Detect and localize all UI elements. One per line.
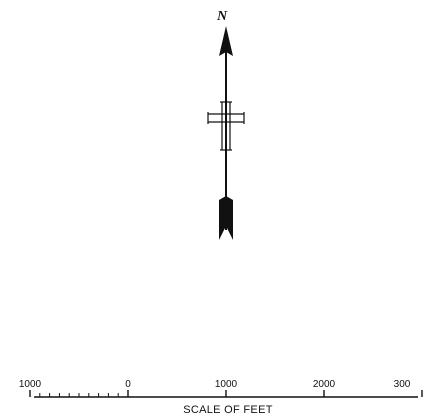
north-arrow-tail: [219, 196, 233, 240]
scale-tick-label: 300: [394, 379, 411, 390]
scale-tick-label: 1000: [19, 379, 42, 390]
north-arrow-cross: [207, 101, 245, 151]
scale-tick-label: 2000: [313, 379, 336, 390]
scale-bar: 1000 0 1000 2000 300 SCALE OF FEET: [19, 379, 423, 416]
scale-minor-ticks: [39, 393, 119, 397]
scale-caption: SCALE OF FEET: [183, 404, 272, 416]
scale-major-ticks: [29, 390, 423, 397]
north-arrow-head: [219, 26, 233, 56]
north-letter: N: [216, 9, 228, 24]
north-arrow: N: [207, 9, 245, 240]
scale-tick-labels: 1000 0 1000 2000 300: [19, 379, 411, 390]
scale-tick-label: 1000: [215, 379, 238, 390]
scale-tick-label: 0: [125, 379, 131, 390]
